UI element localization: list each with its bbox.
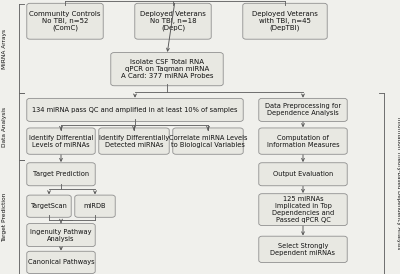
FancyBboxPatch shape	[27, 224, 95, 247]
Text: Target Prediction: Target Prediction	[33, 171, 89, 177]
Text: Community Controls
No TBI, n=52
(ComC): Community Controls No TBI, n=52 (ComC)	[29, 11, 101, 32]
Text: Data Analysis: Data Analysis	[2, 107, 7, 147]
Text: Deployed Veterans
with TBI, n=45
(DepTBI): Deployed Veterans with TBI, n=45 (DepTBI…	[252, 11, 318, 32]
FancyBboxPatch shape	[27, 3, 103, 39]
FancyBboxPatch shape	[27, 251, 95, 273]
Text: miRDB: miRDB	[84, 203, 106, 209]
Text: MiRNA Arrays: MiRNA Arrays	[2, 28, 7, 69]
Text: Output Evaluation: Output Evaluation	[273, 171, 333, 177]
Text: 134 miRNA pass QC and amplified in at least 10% of samples: 134 miRNA pass QC and amplified in at le…	[32, 107, 238, 113]
Text: Computation of
Information Measures: Computation of Information Measures	[267, 135, 339, 148]
Text: Select Strongly
Dependent miRNAs: Select Strongly Dependent miRNAs	[270, 243, 336, 256]
FancyBboxPatch shape	[259, 194, 347, 226]
FancyBboxPatch shape	[259, 98, 347, 121]
Text: Identify Differentially
Detected miRNAs: Identify Differentially Detected miRNAs	[99, 135, 169, 148]
FancyBboxPatch shape	[27, 98, 243, 121]
Text: Correlate miRNA Levels
to Biological Variables: Correlate miRNA Levels to Biological Var…	[169, 135, 247, 148]
FancyBboxPatch shape	[99, 128, 169, 154]
FancyBboxPatch shape	[259, 236, 347, 262]
Text: Deployed Veterans
No TBI, n=18
(DepC): Deployed Veterans No TBI, n=18 (DepC)	[140, 11, 206, 32]
FancyBboxPatch shape	[259, 128, 347, 154]
Text: Ingenuity Pathway
Analysis: Ingenuity Pathway Analysis	[30, 229, 92, 242]
Text: Target Prediction: Target Prediction	[2, 193, 7, 242]
FancyBboxPatch shape	[75, 195, 115, 217]
FancyBboxPatch shape	[243, 3, 327, 39]
FancyBboxPatch shape	[27, 195, 71, 217]
Text: Isolate CSF Total RNA
qPCR on Taqman miRNA
A Card: 377 miRNA Probes: Isolate CSF Total RNA qPCR on Taqman miR…	[121, 59, 213, 79]
Text: Information Theory-Based Dependency Analysis: Information Theory-Based Dependency Anal…	[396, 118, 400, 250]
Text: Identify Differential
Levels of miRNAs: Identify Differential Levels of miRNAs	[29, 135, 93, 148]
Text: Data Preprocessing for
Dependence Analysis: Data Preprocessing for Dependence Analys…	[265, 103, 341, 116]
FancyBboxPatch shape	[173, 128, 243, 154]
FancyBboxPatch shape	[27, 163, 95, 186]
Text: Canonical Pathways: Canonical Pathways	[28, 259, 94, 265]
Text: 125 miRNAs
Implicated in Top
Dependencies and
Passed qPCR QC: 125 miRNAs Implicated in Top Dependencie…	[272, 196, 334, 223]
Text: TargetScan: TargetScan	[30, 203, 68, 209]
FancyBboxPatch shape	[135, 3, 211, 39]
FancyBboxPatch shape	[259, 163, 347, 186]
FancyBboxPatch shape	[111, 53, 223, 86]
FancyBboxPatch shape	[27, 128, 95, 154]
